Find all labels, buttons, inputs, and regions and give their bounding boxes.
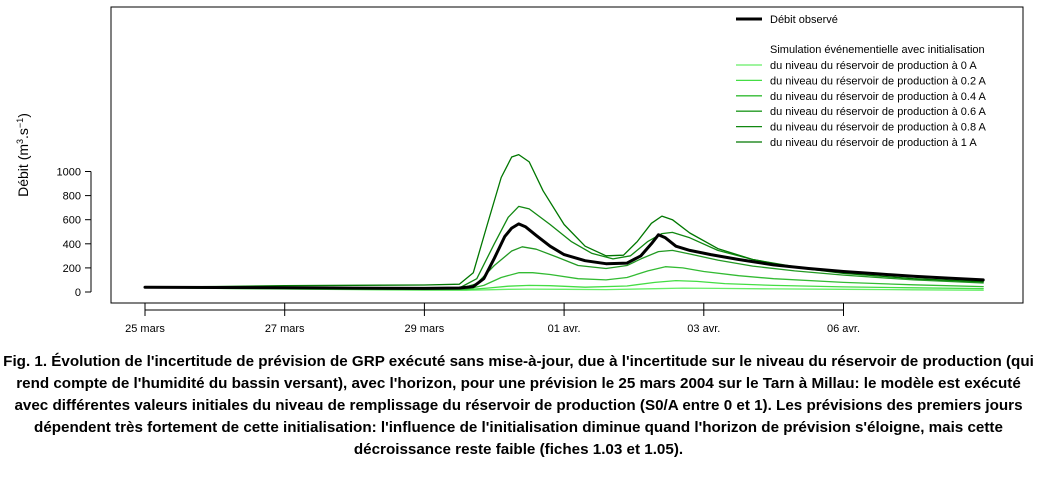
x-tick-label: 25 mars (125, 323, 165, 335)
y-tick-label: 0 (75, 287, 81, 299)
simulation-line-6 (144, 153, 984, 288)
legend-sim-header: Simulation événementielle avec initialis… (770, 44, 985, 56)
legend-label: du niveau du réservoir de production à 0… (770, 91, 987, 103)
plot-frame (110, 6, 1024, 304)
legend-label: du niveau du réservoir de production à 0… (770, 106, 987, 118)
x-tick-label: 06 avr. (827, 323, 860, 335)
y-tick-label: 200 (63, 263, 81, 275)
y-tick-label: 600 (63, 215, 81, 227)
x-tick-label: 03 avr. (687, 323, 720, 335)
y-tick-label: 1000 (57, 167, 81, 179)
legend-label: du niveau du réservoir de production à 1… (770, 137, 977, 149)
series-layer (143, 153, 985, 291)
x-axis: 25 mars 27 mars 29 mars 01 avr. 03 avr. 06 av… (125, 303, 860, 335)
x-tick-label: 29 mars (405, 323, 445, 335)
legend-label: du niveau du réservoir de production à 0… (770, 60, 977, 72)
x-tick-label: 01 avr. (548, 323, 581, 335)
legend: Débit observé Simulation événementielle a… (736, 14, 987, 149)
hydrograph-chart: 0 200 400 600 800 1000 25 mars 27 mars 29 mars 0… (15, 6, 1024, 335)
y-axis-title: Débit (m3.s−1) (15, 113, 31, 197)
observed-flow-line (143, 222, 985, 290)
y-tick-label: 800 (63, 191, 81, 203)
figure-caption: Fig. 1. Évolution de l'incertitude de pr… (3, 353, 1034, 458)
y-axis: 0 200 400 600 800 1000 (57, 167, 92, 299)
legend-label-observed: Débit observé (770, 14, 838, 26)
legend-label: du niveau du réservoir de production à 0… (770, 75, 987, 87)
x-tick-label: 27 mars (265, 323, 305, 335)
y-tick-label: 400 (63, 239, 81, 251)
legend-label: du niveau du réservoir de production à 0… (770, 122, 987, 134)
